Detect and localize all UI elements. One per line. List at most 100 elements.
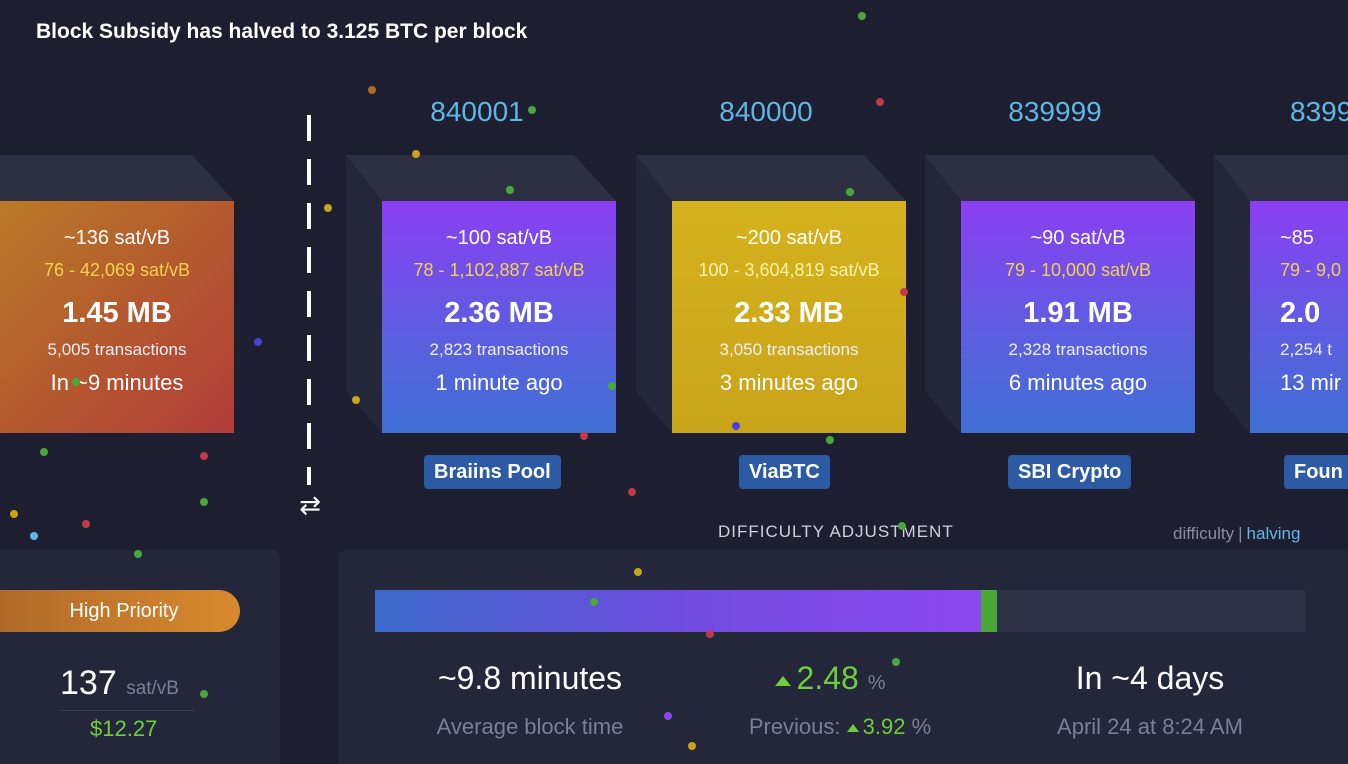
confetti-dot: [200, 498, 208, 506]
confetti-dot: [254, 338, 262, 346]
block-front: ~136 sat/vB 76 - 42,069 sat/vB 1.45 MB 5…: [0, 201, 234, 433]
pool-badge-sbi-crypto[interactable]: SBI Crypto: [1008, 455, 1132, 489]
block-840001[interactable]: ~100 sat/vB 78 - 1,102,887 sat/vB 2.36 M…: [346, 155, 616, 433]
toggle-separator: |: [1238, 524, 1243, 543]
confetti-dot: [352, 396, 360, 404]
block-size: 2.0: [1280, 297, 1321, 329]
priority-fee-usd: $12.27: [90, 716, 158, 741]
adjustment-date: April 24 at 8:24 AM: [1057, 714, 1243, 739]
block-side-face: [346, 155, 382, 433]
block-median-fee: ~136 sat/vB: [63, 227, 171, 249]
block-partial[interactable]: ~85 79 - 9,0 2.0 2,254 t 13 mir: [1214, 155, 1348, 433]
block-tx-count: 2,823 transactions: [429, 340, 569, 359]
pool-badge-braiins[interactable]: Braiins Pool: [424, 455, 561, 489]
confetti-dot: [40, 448, 48, 456]
block-839999[interactable]: ~90 sat/vB 79 - 10,000 sat/vB 1.91 MB 2,…: [925, 155, 1195, 433]
confetti-dot: [628, 488, 636, 496]
confetti-dot: [30, 532, 38, 540]
difficulty-change-value: 2.48: [796, 660, 859, 696]
confetti-dot: [72, 378, 80, 386]
confetti-dot: [368, 86, 376, 94]
previous-value: 3.92: [862, 714, 906, 739]
block-front: ~85 79 - 9,0 2.0 2,254 t 13 mir: [1250, 201, 1348, 433]
block-front: ~200 sat/vB 100 - 3,604,819 sat/vB 2.33 …: [672, 201, 906, 433]
block-top-face: [346, 155, 616, 201]
difficulty-progress-fill: [375, 590, 981, 632]
up-arrow-icon: [846, 724, 859, 733]
confetti-dot: [892, 658, 900, 666]
block-height-partial[interactable]: 8399: [1290, 96, 1348, 127]
block-size: 2.36 MB: [444, 297, 554, 329]
confetti-dot: [200, 690, 208, 698]
confetti-dot: [664, 712, 672, 720]
block-height-840000[interactable]: 840000: [719, 96, 813, 127]
confetti-dot: [900, 288, 908, 296]
confetti-dot: [706, 630, 714, 638]
pending-block[interactable]: ~136 sat/vB 76 - 42,069 sat/vB 1.45 MB 5…: [0, 155, 234, 433]
block-tx-count: 5,005 transactions: [47, 340, 187, 359]
confetti-dot: [590, 598, 598, 606]
block-median-fee: ~90 sat/vB: [1030, 227, 1126, 249]
priority-fee-value: 137: [60, 664, 117, 702]
block-front: ~100 sat/vB 78 - 1,102,887 sat/vB 2.36 M…: [382, 201, 616, 433]
block-time: 3 minutes ago: [719, 370, 859, 395]
block-fee-range: 100 - 3,604,819 sat/vB: [698, 260, 880, 280]
adjustment-eta: In ~4 days: [1075, 660, 1225, 696]
block-height-840001[interactable]: 840001: [430, 96, 524, 127]
difficulty-change-unit: %: [867, 672, 886, 694]
block-side-face: [1214, 155, 1250, 433]
avg-block-time-label: Average block time: [436, 714, 624, 739]
block-top-face: [925, 155, 1195, 201]
high-priority-label: High Priority: [0, 590, 240, 632]
confetti-dot: [732, 422, 740, 430]
pool-badge-viabtc[interactable]: ViaBTC: [739, 455, 830, 489]
confetti-dot: [82, 520, 90, 528]
confetti-dot: [688, 742, 696, 750]
block-time: In ~9 minutes: [50, 370, 184, 395]
block-side-face: [925, 155, 961, 433]
difficulty-link[interactable]: difficulty: [1173, 524, 1235, 543]
block-top-face: [636, 155, 906, 201]
priority-fee-unit: sat/vB: [126, 678, 179, 699]
previous-change: Previous: 3.92 %: [700, 714, 980, 740]
high-priority-fee: 137 sat/vB: [60, 664, 179, 703]
block-840000[interactable]: ~200 sat/vB 100 - 3,604,819 sat/vB 2.33 …: [636, 155, 906, 433]
block-top-face: [0, 155, 234, 201]
block-fee-range: 79 - 9,0: [1280, 260, 1342, 280]
difficulty-panel: [338, 550, 1348, 764]
block-time: 1 minute ago: [435, 370, 563, 395]
difficulty-title: DIFFICULTY ADJUSTMENT: [718, 522, 954, 541]
difficulty-progress-marker: [981, 590, 997, 632]
block-fee-range: 79 - 10,000 sat/vB: [1004, 260, 1152, 280]
confetti-dot: [200, 452, 208, 460]
confetti-dot: [846, 188, 854, 196]
halving-link[interactable]: halving: [1246, 524, 1301, 543]
confetti-dot: [580, 432, 588, 440]
difficulty-progress-bar: [375, 590, 1305, 632]
difficulty-toggle: difficulty | halving: [1173, 524, 1300, 544]
block-height-839999[interactable]: 839999: [1008, 96, 1102, 127]
halving-banner: Block Subsidy has halved to 3.125 BTC pe…: [36, 20, 528, 43]
confetti-dot: [858, 12, 866, 20]
pool-badge-partial[interactable]: Foun: [1284, 455, 1348, 489]
previous-label: Previous:: [748, 714, 841, 739]
confetti-dot: [134, 550, 142, 558]
block-front: ~90 sat/vB 79 - 10,000 sat/vB 1.91 MB 2,…: [961, 201, 1195, 433]
confetti-dot: [608, 382, 616, 390]
block-median-fee: ~100 sat/vB: [445, 227, 553, 249]
mempool-divider: [307, 115, 311, 485]
block-side-face: [636, 155, 672, 433]
block-size: 2.33 MB: [734, 297, 844, 329]
swap-arrows-icon[interactable]: ⇄: [299, 490, 321, 520]
up-arrow-icon: [774, 675, 791, 686]
confetti-dot: [10, 510, 18, 518]
block-size: 1.91 MB: [1023, 297, 1133, 329]
previous-unit: %: [911, 714, 932, 739]
block-tx-count: 2,328 transactions: [1008, 340, 1148, 359]
block-median-fee: ~200 sat/vB: [735, 227, 843, 249]
fees-panel: [0, 550, 280, 764]
confetti-dot: [324, 204, 332, 212]
confetti-dot: [528, 106, 536, 114]
confetti-dot: [634, 568, 642, 576]
block-fee-range: 76 - 42,069 sat/vB: [43, 260, 191, 280]
